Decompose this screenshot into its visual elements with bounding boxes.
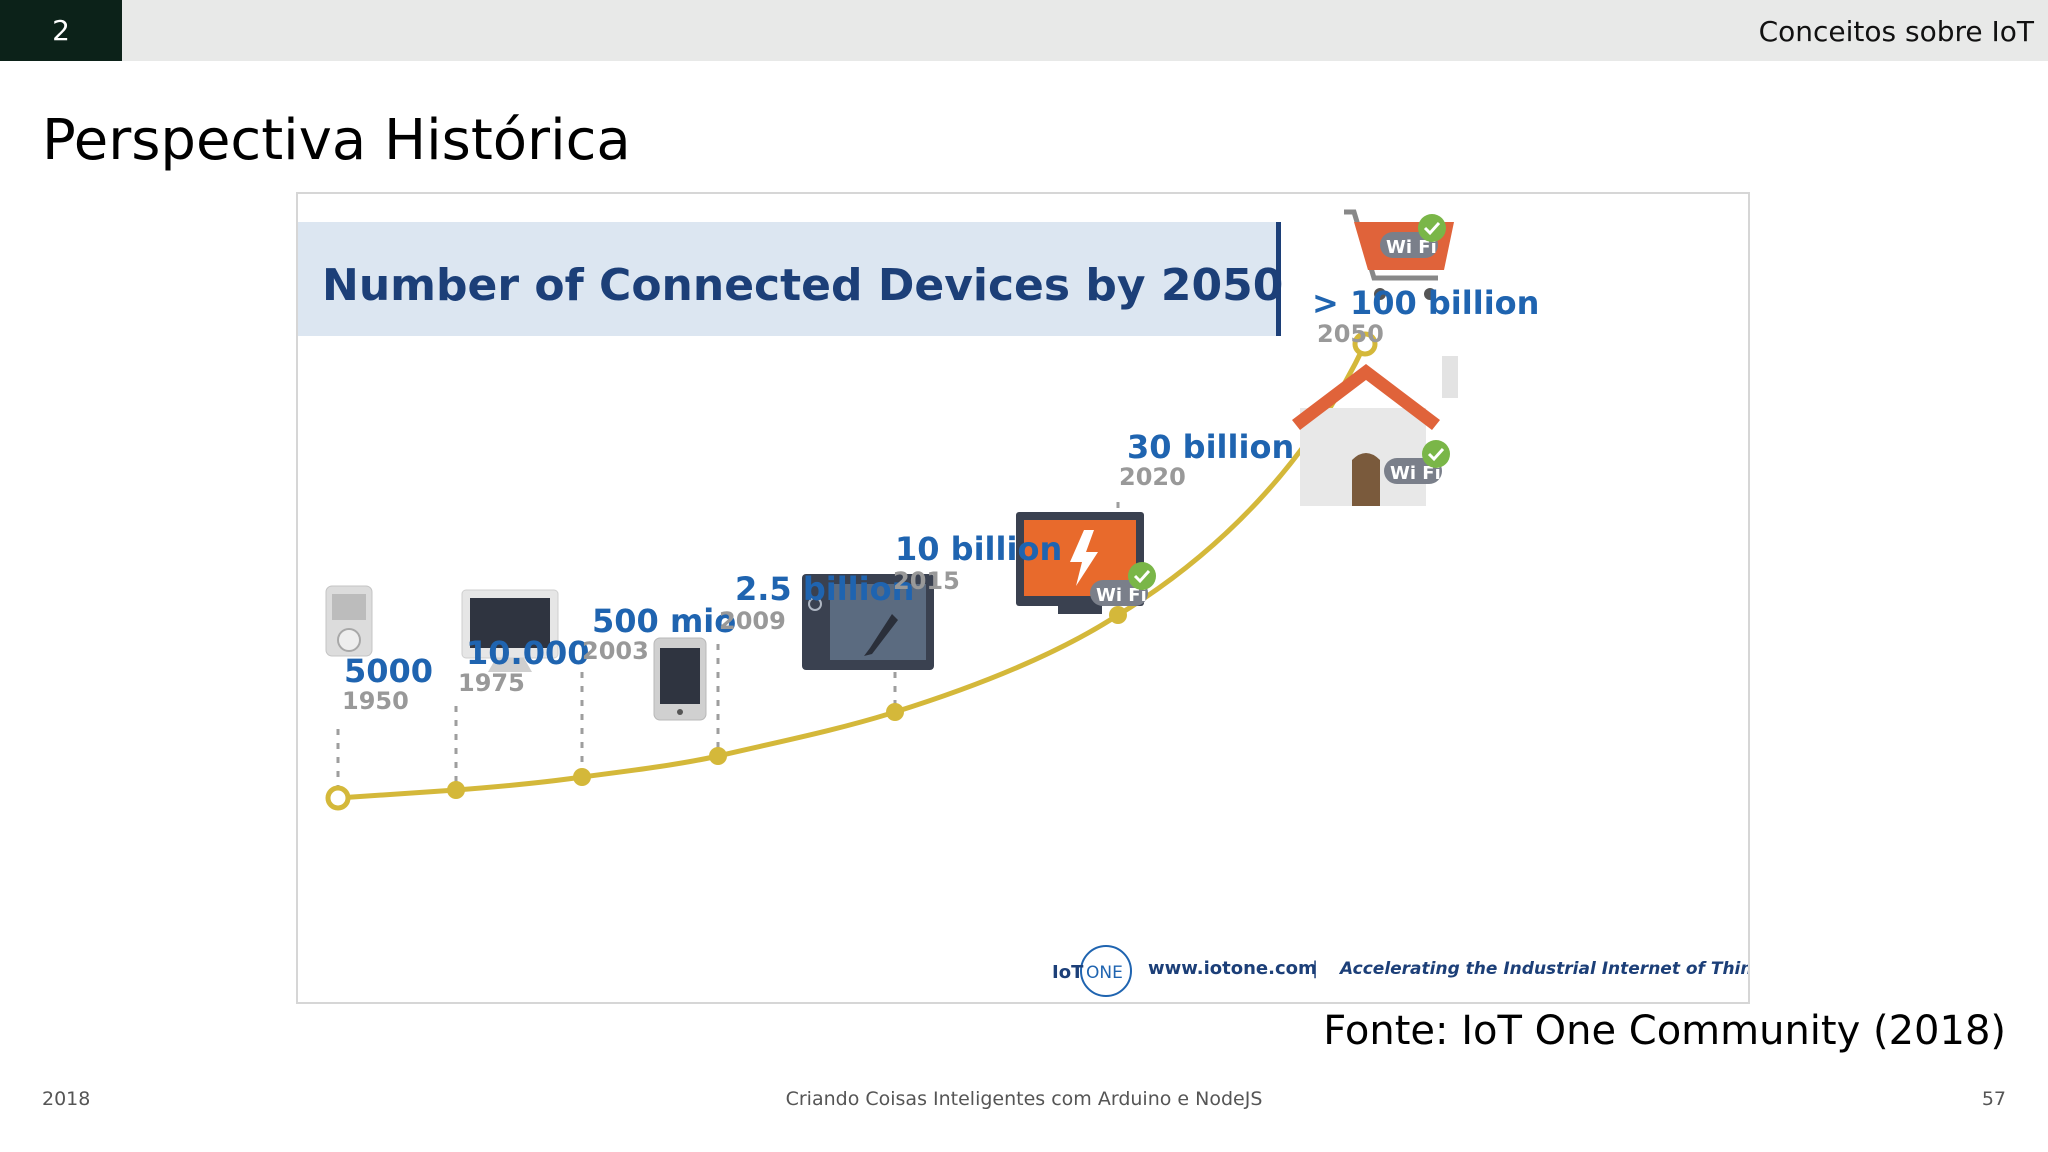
title-banner-accent: [1276, 222, 1281, 336]
year-label-1950: 1950: [342, 687, 409, 715]
top-bar: 2 Conceitos sobre IoT: [0, 0, 2048, 61]
website-link[interactable]: www.iotone.com: [1148, 958, 1317, 979]
value-label-2050: > 100 billion: [1312, 284, 1539, 322]
smart-home-wifi-icon: Wi Fi: [1292, 356, 1458, 506]
year-label-2015: 2015: [893, 567, 960, 595]
chart-title: Number of Connected Devices by 2050: [322, 260, 1283, 311]
data-point-2050: [1352, 331, 1378, 357]
section-title: Conceitos sobre IoT: [1758, 15, 2034, 48]
svg-text:Wi Fi: Wi Fi: [1386, 237, 1437, 258]
shopping-cart-wifi-icon: Wi Fi: [1344, 209, 1454, 300]
value-label-2015: 10 billion: [895, 530, 1062, 568]
svg-text:Wi Fi: Wi Fi: [1096, 585, 1147, 606]
value-label-2003: 500 mio: [592, 602, 736, 640]
footer-year: 2018: [42, 1088, 91, 1110]
page-title: Perspectiva Histórica: [42, 108, 631, 173]
year-label-2020: 2020: [1119, 463, 1186, 491]
value-label-2020: 30 billion: [1127, 428, 1294, 466]
svg-text:Wi Fi: Wi Fi: [1390, 463, 1441, 484]
footer-course: Criando Coisas Inteligentes com Arduino …: [785, 1088, 1263, 1110]
chart-frame: Number of Connected Devices by 2050 Wi F…: [296, 192, 1775, 1004]
ipod-icon: [325, 585, 373, 657]
smart-tv-wifi-icon: Wi Fi: [1016, 512, 1156, 614]
year-label-2050: 2050: [1317, 320, 1384, 348]
source-citation: Fonte: IoT One Community (2018): [1323, 1008, 2006, 1054]
logo-one: ONE: [1086, 963, 1123, 983]
year-label-1975: 1975: [458, 669, 525, 697]
smartphone-icon: [653, 637, 707, 721]
data-point-1950: [325, 785, 351, 811]
tablet-icon: [802, 574, 934, 670]
footer-page-number: 57: [1981, 1088, 2006, 1110]
iotone-logo: IoT ONE: [1052, 945, 1132, 997]
logo-iot: IoT: [1052, 962, 1084, 983]
value-label-2009: 2.5 billion: [735, 570, 914, 608]
data-point-2015: [886, 703, 904, 721]
year-label-2009: 2009: [719, 607, 786, 635]
data-point-1975: [447, 781, 465, 799]
connected-devices-chart: Number of Connected Devices by 2050 Wi F…: [298, 209, 1775, 997]
value-label-1950: 5000: [344, 652, 433, 690]
data-point-2003: [573, 768, 591, 786]
year-label-2003: 2003: [582, 637, 649, 665]
section-number: 2: [0, 0, 122, 61]
value-label-1975: 10.000: [466, 634, 589, 672]
branding-separator: |: [1312, 958, 1318, 979]
title-banner: [298, 222, 1276, 336]
data-point-2009: [709, 747, 727, 765]
data-point-2020: [1109, 606, 1127, 624]
computer-monitor-icon: [461, 589, 559, 672]
tagline: Accelerating the Industrial Internet of …: [1338, 959, 1748, 979]
